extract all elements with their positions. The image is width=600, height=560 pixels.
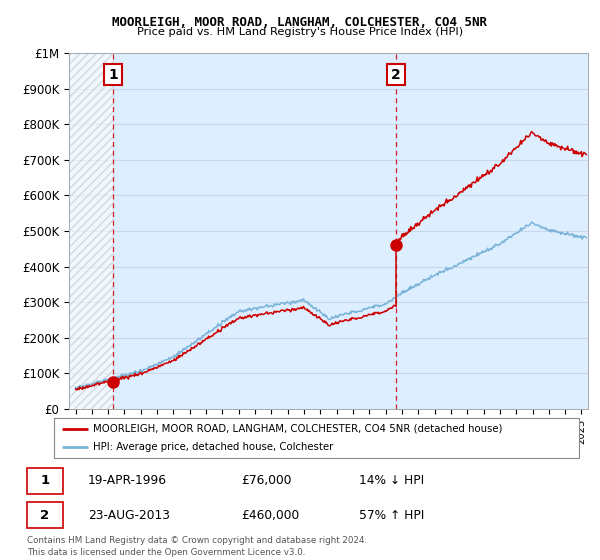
Text: Price paid vs. HM Land Registry's House Price Index (HPI): Price paid vs. HM Land Registry's House … [137,27,463,37]
Text: 57% ↑ HPI: 57% ↑ HPI [359,508,424,521]
Text: MOORLEIGH, MOOR ROAD, LANGHAM, COLCHESTER, CO4 5NR: MOORLEIGH, MOOR ROAD, LANGHAM, COLCHESTE… [113,16,487,29]
Text: £76,000: £76,000 [242,474,292,487]
FancyBboxPatch shape [54,418,579,458]
Text: £460,000: £460,000 [242,508,300,521]
Text: 19-APR-1996: 19-APR-1996 [88,474,167,487]
Text: Contains HM Land Registry data © Crown copyright and database right 2024.
This d: Contains HM Land Registry data © Crown c… [27,536,367,557]
Text: 1: 1 [108,68,118,82]
Text: 2: 2 [391,68,401,82]
FancyBboxPatch shape [27,468,63,494]
Text: 14% ↓ HPI: 14% ↓ HPI [359,474,424,487]
Text: 1: 1 [40,474,49,487]
Bar [69,53,113,409]
Text: 23-AUG-2013: 23-AUG-2013 [88,508,170,521]
Text: HPI: Average price, detached house, Colchester: HPI: Average price, detached house, Colc… [94,442,334,452]
FancyBboxPatch shape [27,502,63,528]
Text: 2: 2 [40,508,49,521]
Text: MOORLEIGH, MOOR ROAD, LANGHAM, COLCHESTER, CO4 5NR (detached house): MOORLEIGH, MOOR ROAD, LANGHAM, COLCHESTE… [94,424,503,434]
